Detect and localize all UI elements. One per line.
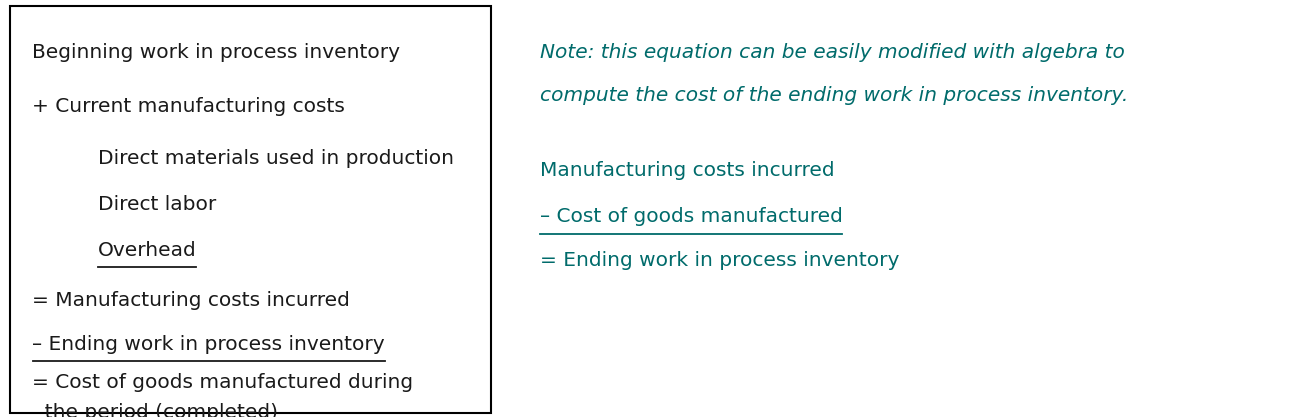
Text: compute the cost of the ending work in process inventory.: compute the cost of the ending work in p… — [540, 86, 1128, 106]
Text: + Current manufacturing costs: + Current manufacturing costs — [32, 97, 346, 116]
Text: Direct labor: Direct labor — [98, 195, 216, 214]
Text: Manufacturing costs incurred: Manufacturing costs incurred — [540, 161, 835, 181]
Text: Direct materials used in production: Direct materials used in production — [98, 149, 454, 168]
Text: Overhead: Overhead — [98, 241, 196, 260]
Text: – Ending work in process inventory: – Ending work in process inventory — [32, 334, 385, 354]
Text: Note: this equation can be easily modified with algebra to: Note: this equation can be easily modifi… — [540, 43, 1124, 62]
Text: the period (completed): the period (completed) — [32, 403, 278, 417]
Text: = Manufacturing costs incurred: = Manufacturing costs incurred — [32, 291, 351, 310]
Text: Beginning work in process inventory: Beginning work in process inventory — [32, 43, 400, 62]
Text: – Cost of goods manufactured: – Cost of goods manufactured — [540, 207, 842, 226]
Text: = Cost of goods manufactured during: = Cost of goods manufactured during — [32, 373, 413, 392]
FancyBboxPatch shape — [10, 6, 491, 413]
Text: = Ending work in process inventory: = Ending work in process inventory — [540, 251, 898, 270]
